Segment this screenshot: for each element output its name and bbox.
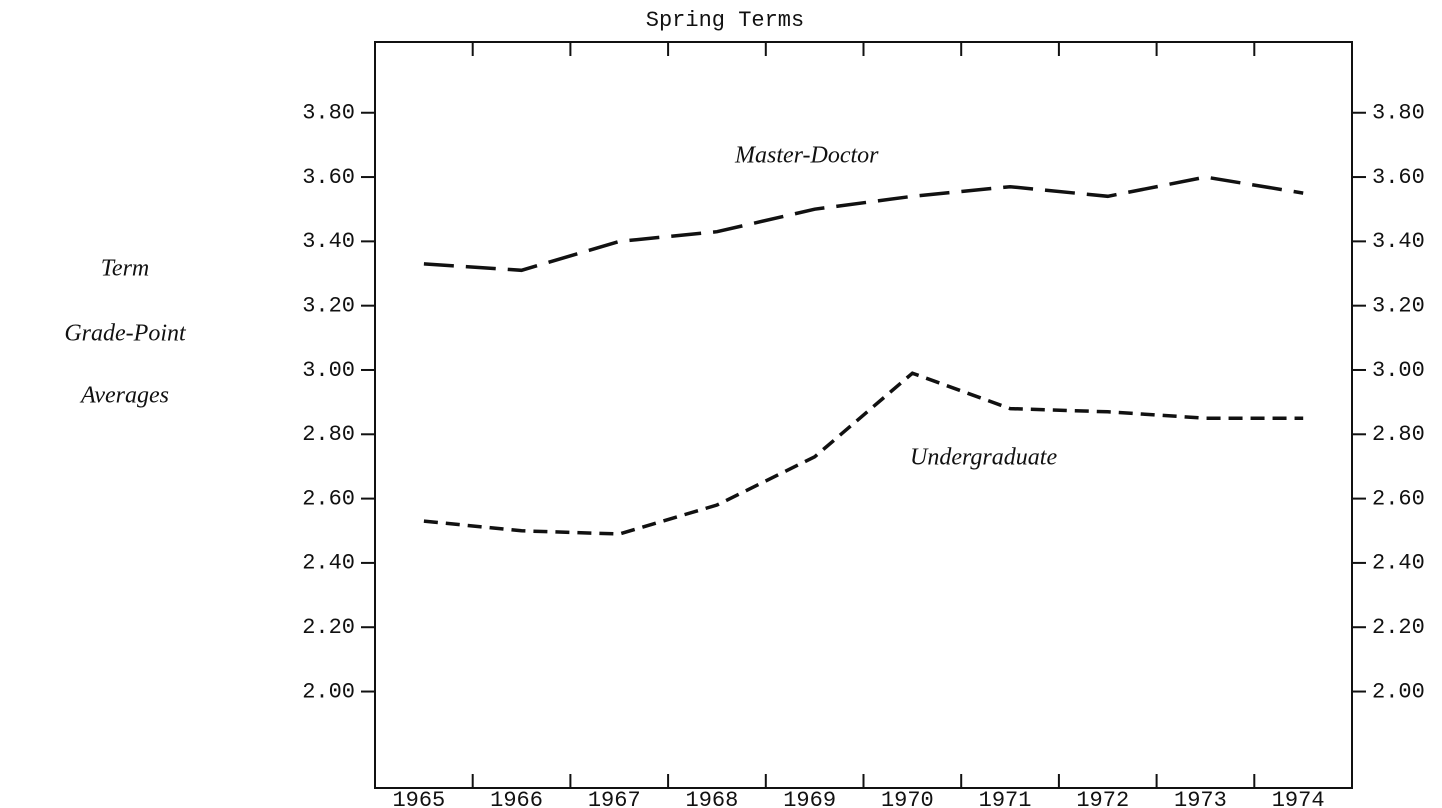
x-tick-label: 1965	[392, 788, 445, 808]
y2-tick-label: 2.40	[1372, 551, 1425, 576]
x-tick-label: 1966	[490, 788, 543, 808]
y-tick-label: 3.60	[302, 165, 355, 190]
x-tick-label: 1974	[1272, 788, 1325, 808]
y-tick-label: 2.80	[302, 422, 355, 447]
y2-tick-label: 3.20	[1372, 293, 1425, 318]
x-tick-label: 1967	[588, 788, 641, 808]
series-line	[423, 371, 1304, 536]
y-tick-label: 2.20	[302, 615, 355, 640]
chart-title: Spring Terms	[646, 8, 804, 33]
y2-tick-label: 3.60	[1372, 165, 1425, 190]
y-axis-label: Term	[101, 256, 149, 282]
y2-tick-label: 2.80	[1372, 422, 1425, 447]
y-tick-label: 3.00	[302, 358, 355, 383]
y-axis-label: Grade-Point	[64, 321, 187, 347]
y-tick-label: 2.00	[302, 679, 355, 704]
y2-tick-label: 3.40	[1372, 229, 1425, 254]
series-label: Undergraduate	[910, 445, 1057, 471]
y-tick-label: 3.80	[302, 101, 355, 126]
y2-tick-label: 2.60	[1372, 486, 1425, 511]
y-tick-label: 3.40	[302, 229, 355, 254]
series-line	[423, 175, 1304, 273]
y-tick-label: 2.60	[302, 486, 355, 511]
x-tick-label: 1972	[1076, 788, 1129, 808]
y2-tick-label: 2.00	[1372, 679, 1425, 704]
y-axis-label: Averages	[79, 383, 169, 409]
x-tick-label: 1969	[783, 788, 836, 808]
x-tick-label: 1970	[881, 788, 934, 808]
y-tick-label: 3.20	[302, 293, 355, 318]
series-label: Master-Doctor	[734, 143, 879, 169]
x-tick-label: 1971	[979, 788, 1032, 808]
y2-tick-label: 3.00	[1372, 358, 1425, 383]
y-tick-label: 2.40	[302, 551, 355, 576]
x-tick-label: 1968	[686, 788, 739, 808]
y2-tick-label: 2.20	[1372, 615, 1425, 640]
x-tick-label: 1973	[1174, 788, 1227, 808]
y2-tick-label: 3.80	[1372, 101, 1425, 126]
